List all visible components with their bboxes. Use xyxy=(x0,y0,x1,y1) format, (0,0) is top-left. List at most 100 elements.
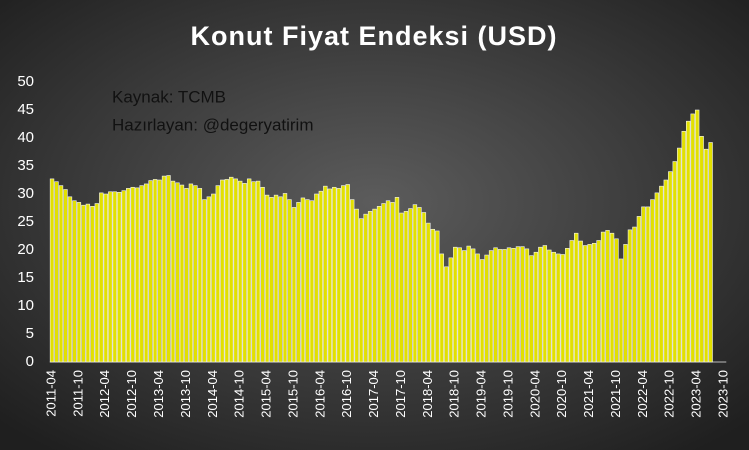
bar xyxy=(76,202,82,363)
bar xyxy=(435,230,440,363)
bar xyxy=(323,185,328,363)
bar xyxy=(659,185,664,363)
bar xyxy=(614,238,619,363)
bar xyxy=(85,203,91,363)
bar xyxy=(394,197,400,363)
x-tick-label: 2021-10 xyxy=(608,370,623,418)
bar xyxy=(538,246,543,363)
bar xyxy=(426,222,431,363)
bar xyxy=(484,254,489,363)
bar xyxy=(126,188,131,363)
bar xyxy=(650,199,655,363)
bar xyxy=(273,194,279,363)
bar xyxy=(72,200,77,363)
bar xyxy=(408,208,413,363)
x-tick-label: 2023-04 xyxy=(689,370,704,418)
bar xyxy=(184,188,189,363)
chart-title: Konut Fiyat Endeksi (USD) xyxy=(190,21,557,51)
bar xyxy=(520,246,525,363)
bar xyxy=(457,247,462,363)
x-tick-label: 2019-10 xyxy=(500,370,515,418)
bar xyxy=(341,185,346,363)
bar xyxy=(686,120,691,363)
bar xyxy=(560,254,565,363)
y-tick-label: 30 xyxy=(17,185,34,202)
x-tick-label: 2021-04 xyxy=(581,370,596,418)
bar xyxy=(453,246,458,363)
y-tick-label: 10 xyxy=(17,297,34,314)
x-tick-label: 2012-04 xyxy=(97,370,112,418)
bar xyxy=(493,247,498,363)
bar xyxy=(300,197,306,363)
bar xyxy=(67,196,73,363)
bar xyxy=(54,181,59,363)
x-tick-label: 2019-04 xyxy=(474,370,489,418)
y-tick-label: 40 xyxy=(17,129,34,146)
y-tick-label: 20 xyxy=(17,241,34,258)
x-tick-label: 2017-10 xyxy=(393,370,408,418)
bar xyxy=(354,208,359,363)
bar xyxy=(255,180,261,363)
bar xyxy=(668,171,673,363)
annotation: Kaynak: TCMB xyxy=(112,87,226,106)
bar xyxy=(556,253,561,363)
bar xyxy=(699,136,704,363)
bar xyxy=(645,206,651,363)
bar xyxy=(112,191,117,363)
bar xyxy=(161,175,167,363)
bar xyxy=(278,196,283,363)
bar xyxy=(296,202,301,363)
bar xyxy=(121,190,126,363)
x-tick-label: 2023-10 xyxy=(715,370,730,418)
bar xyxy=(103,193,108,363)
x-tick-label: 2014-10 xyxy=(232,370,247,418)
bar xyxy=(282,193,288,363)
bar xyxy=(130,186,135,363)
bar xyxy=(641,206,646,363)
bar xyxy=(390,202,395,363)
bar xyxy=(179,184,185,363)
bar xyxy=(515,246,521,363)
bar xyxy=(314,193,319,363)
x-tick-label: 2013-04 xyxy=(151,370,166,418)
bar xyxy=(582,245,588,363)
bar xyxy=(569,240,574,363)
bar xyxy=(94,203,100,363)
bar xyxy=(600,231,606,363)
y-tick-label: 50 xyxy=(17,73,34,90)
bar xyxy=(318,190,324,363)
bar xyxy=(663,179,668,363)
bar xyxy=(462,250,467,363)
bar xyxy=(229,176,234,363)
bar xyxy=(439,253,444,363)
x-tick-label: 2016-04 xyxy=(312,370,327,418)
bar xyxy=(632,226,637,363)
bar xyxy=(202,199,207,363)
bar xyxy=(233,178,238,363)
bar xyxy=(524,248,530,363)
bar xyxy=(157,179,162,363)
x-tick-label: 2020-04 xyxy=(527,370,542,418)
x-tick-label: 2022-04 xyxy=(635,370,650,418)
y-tick-label: 5 xyxy=(26,325,34,342)
x-tick-label: 2020-10 xyxy=(554,370,569,418)
bar xyxy=(376,206,382,363)
bar xyxy=(363,213,368,363)
bar xyxy=(220,179,225,363)
bar xyxy=(238,180,243,363)
bar xyxy=(152,179,158,363)
bar xyxy=(63,189,68,363)
bar xyxy=(117,192,122,363)
bar xyxy=(148,180,153,363)
x-tick-label: 2016-10 xyxy=(339,370,354,418)
x-tick-label: 2013-10 xyxy=(178,370,193,418)
x-tick-label: 2017-04 xyxy=(366,370,381,418)
bar xyxy=(305,199,310,363)
x-tick-label: 2015-04 xyxy=(259,370,274,418)
bar xyxy=(475,253,480,363)
y-tick-label: 0 xyxy=(26,353,34,370)
bar xyxy=(703,148,709,363)
bar xyxy=(108,191,113,363)
bar xyxy=(309,200,315,363)
bar xyxy=(251,181,256,363)
